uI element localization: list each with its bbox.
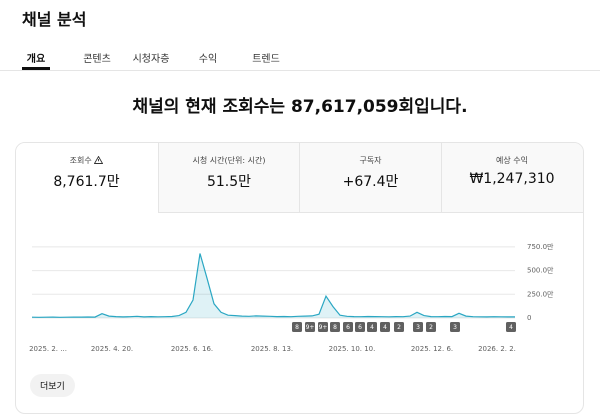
x-tick-label: 2026. 2. 2. [478, 345, 516, 353]
video-badge-label: 6 [346, 324, 350, 331]
video-badge[interactable] [394, 322, 404, 332]
line [31, 253, 515, 318]
video-badge[interactable] [305, 322, 315, 332]
area-fill [32, 253, 515, 318]
tab[interactable]: 개요 [26, 54, 46, 65]
metric-tab[interactable]: 구독자 +67.4만 [299, 143, 441, 213]
metric-label: 조회수 [16, 155, 157, 166]
tab[interactable]: 트렌드 [252, 54, 280, 65]
video-badge[interactable] [450, 322, 460, 332]
metric-value: ₩1,247,310 [469, 171, 555, 187]
video-badge-label: 9+ [306, 324, 315, 331]
tab-underline [22, 67, 50, 70]
video-badge[interactable] [343, 322, 353, 332]
x-tick-label: 2025. 4. 20. [91, 345, 133, 353]
video-badge[interactable] [318, 322, 328, 332]
metric-tab[interactable]: 조회수 8,761.7만 [16, 143, 157, 212]
video-badge[interactable] [413, 322, 423, 332]
more-button[interactable]: 더보기 [30, 374, 75, 397]
x-tick-label: 2025. 8. 13. [251, 345, 293, 353]
video-badge-label: 4 [383, 324, 387, 331]
video-badge[interactable] [367, 322, 377, 332]
video-badge[interactable] [355, 322, 365, 332]
x-tick-label: 2025. 10. 10. [329, 345, 376, 353]
page-title: 채널 분석 [22, 10, 87, 29]
video-badge-label: 3 [453, 324, 457, 331]
y-tick-label: 500.0만 [527, 266, 554, 275]
tab[interactable]: 콘텐츠 [83, 54, 111, 65]
metric-value: 51.5만 [206, 174, 252, 190]
x-tick-label: 2025. 2. ... [29, 345, 67, 353]
video-badge-label: 3 [416, 324, 420, 331]
video-badge-label: 4 [370, 324, 374, 331]
video-badge-label: 8 [333, 324, 337, 331]
metric-value: 8,761.7만 [53, 174, 120, 190]
analytics-card: 조회수 8,761.7만 시청 시간(단위: 시간) 51.5만 구독자 +67.4만 예… [15, 142, 584, 414]
metric-label: 예상 수익 [496, 156, 528, 165]
video-badge-label: 8 [295, 324, 299, 331]
video-badge[interactable] [330, 322, 340, 332]
video-badge-label: 2 [429, 324, 433, 331]
metric-label: 구독자 [359, 156, 382, 165]
tab[interactable]: 수익 [198, 54, 218, 65]
tab[interactable]: 시청자층 [132, 54, 170, 65]
x-tick-label: 2025. 6. 16. [171, 345, 213, 353]
video-badge-label: 2 [397, 324, 401, 331]
warning-icon [94, 155, 104, 164]
video-badge[interactable] [506, 322, 516, 332]
x-tick-label: 2025. 12. 6. [411, 345, 453, 353]
y-tick-label: 750.0만 [527, 242, 554, 251]
video-badge[interactable] [380, 322, 390, 332]
metric-label: 시청 시간(단위: 시간) [192, 156, 266, 165]
video-badge[interactable] [426, 322, 436, 332]
metric-tab[interactable]: 시청 시간(단위: 시간) 51.5만 [157, 143, 300, 213]
video-badge-label: 6 [358, 324, 362, 331]
video-badge[interactable] [292, 322, 302, 332]
metric-value: +67.4만 [342, 174, 399, 190]
video-badge-label: 9+ [319, 324, 328, 331]
metric-tab[interactable]: 예상 수익 ₩1,247,310 [440, 143, 583, 213]
headline: 채널의 현재 조회수는 87,617,059회입니다. [132, 97, 468, 117]
video-badge-label: 4 [509, 324, 513, 331]
y-tick-label: 0 [527, 314, 531, 322]
y-tick-label: 250.0만 [527, 289, 554, 298]
tab-bar: 개요 콘텐츠 시청자층 수익 트렌드 [0, 46, 600, 71]
